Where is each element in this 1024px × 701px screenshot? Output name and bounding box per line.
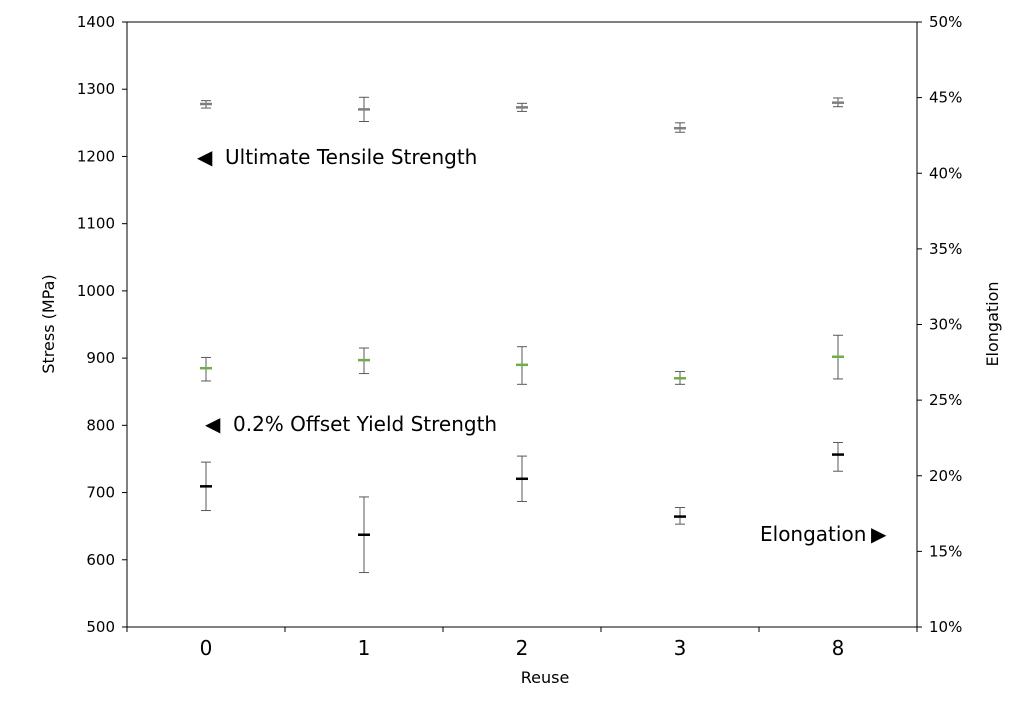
right-tick-label: 25% <box>929 391 962 409</box>
left-tick-label: 1000 <box>77 282 115 300</box>
uts-annotation-label: Ultimate Tensile Strength <box>225 145 477 169</box>
x-axis-title: Reuse <box>521 668 570 687</box>
elongation-annotation-label: Elongation <box>760 522 866 546</box>
left-tick-label: 600 <box>86 551 115 569</box>
left-tick-label: 700 <box>86 484 115 502</box>
ys-annotation-marker: ◀ <box>205 412 221 436</box>
left-axis-ticks: 500 600 700 800 900 1000 1100 1200 1300 1400 <box>77 13 127 636</box>
left-tick-label: 1200 <box>77 147 115 165</box>
elongation-annotation-marker: ▶ <box>871 522 887 546</box>
series-elongation <box>200 441 844 574</box>
x-tick-label: 0 <box>200 636 213 660</box>
x-tick-label: 2 <box>516 636 529 660</box>
right-tick-label: 40% <box>929 164 962 182</box>
chart-marks <box>200 96 844 574</box>
uts-annotation-marker: ◀ <box>197 145 213 169</box>
x-tick-label: 1 <box>358 636 371 660</box>
x-tick-label: 3 <box>674 636 687 660</box>
right-tick-label: 30% <box>929 316 962 334</box>
series-ultimate-tensile-strength <box>200 96 844 133</box>
right-tick-label: 15% <box>929 542 962 560</box>
x-tick-label: 8 <box>832 636 845 660</box>
left-tick-label: 1400 <box>77 13 115 31</box>
right-tick-label: 50% <box>929 13 962 31</box>
y-axis-title: Stress (MPa) <box>39 274 58 373</box>
series-0-2-offset-yield-strength <box>200 334 844 385</box>
left-tick-label: 1300 <box>77 80 115 98</box>
left-tick-label: 500 <box>86 618 115 636</box>
left-tick-label: 1100 <box>77 215 115 233</box>
left-tick-label: 800 <box>86 416 115 434</box>
left-tick-label: 900 <box>86 349 115 367</box>
right-tick-label: 35% <box>929 240 962 258</box>
x-axis-ticks: 0 1 2 3 8 <box>126 627 918 660</box>
right-tick-label: 20% <box>929 467 962 485</box>
ys-annotation-label: 0.2% Offset Yield Strength <box>233 412 497 436</box>
right-axis-ticks: 10% 15% 20% 25% 30% 35% 40% 45% 50% <box>917 13 962 636</box>
right-tick-label: 10% <box>929 618 962 636</box>
right-tick-label: 45% <box>929 89 962 107</box>
y2-axis-title: Elongation <box>983 281 1002 366</box>
